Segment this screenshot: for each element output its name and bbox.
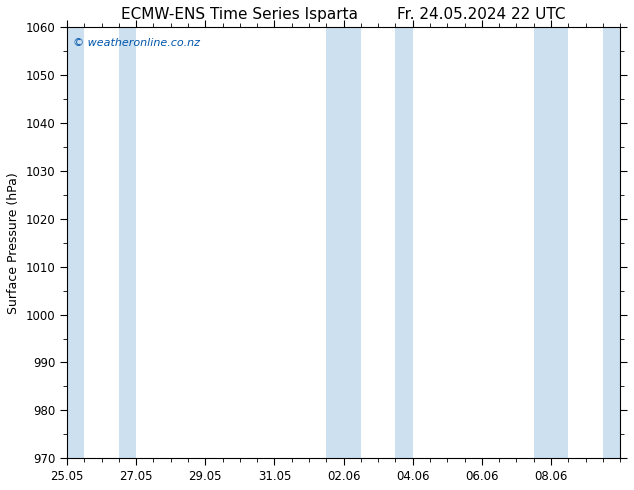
- Bar: [534, 27, 568, 458]
- Bar: [603, 27, 620, 458]
- Title: ECMW-ENS Time Series Isparta        Fr. 24.05.2024 22 UTC: ECMW-ENS Time Series Isparta Fr. 24.05.2…: [121, 7, 566, 22]
- Y-axis label: Surface Pressure (hPa): Surface Pressure (hPa): [7, 172, 20, 314]
- Bar: [119, 27, 136, 458]
- Bar: [67, 27, 84, 458]
- Bar: [396, 27, 413, 458]
- Bar: [327, 27, 361, 458]
- Text: © weatheronline.co.nz: © weatheronline.co.nz: [72, 38, 200, 48]
